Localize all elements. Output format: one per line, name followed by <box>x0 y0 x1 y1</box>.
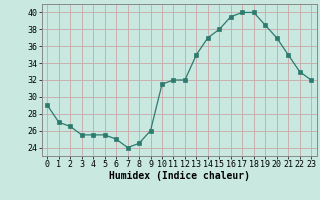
X-axis label: Humidex (Indice chaleur): Humidex (Indice chaleur) <box>109 171 250 181</box>
